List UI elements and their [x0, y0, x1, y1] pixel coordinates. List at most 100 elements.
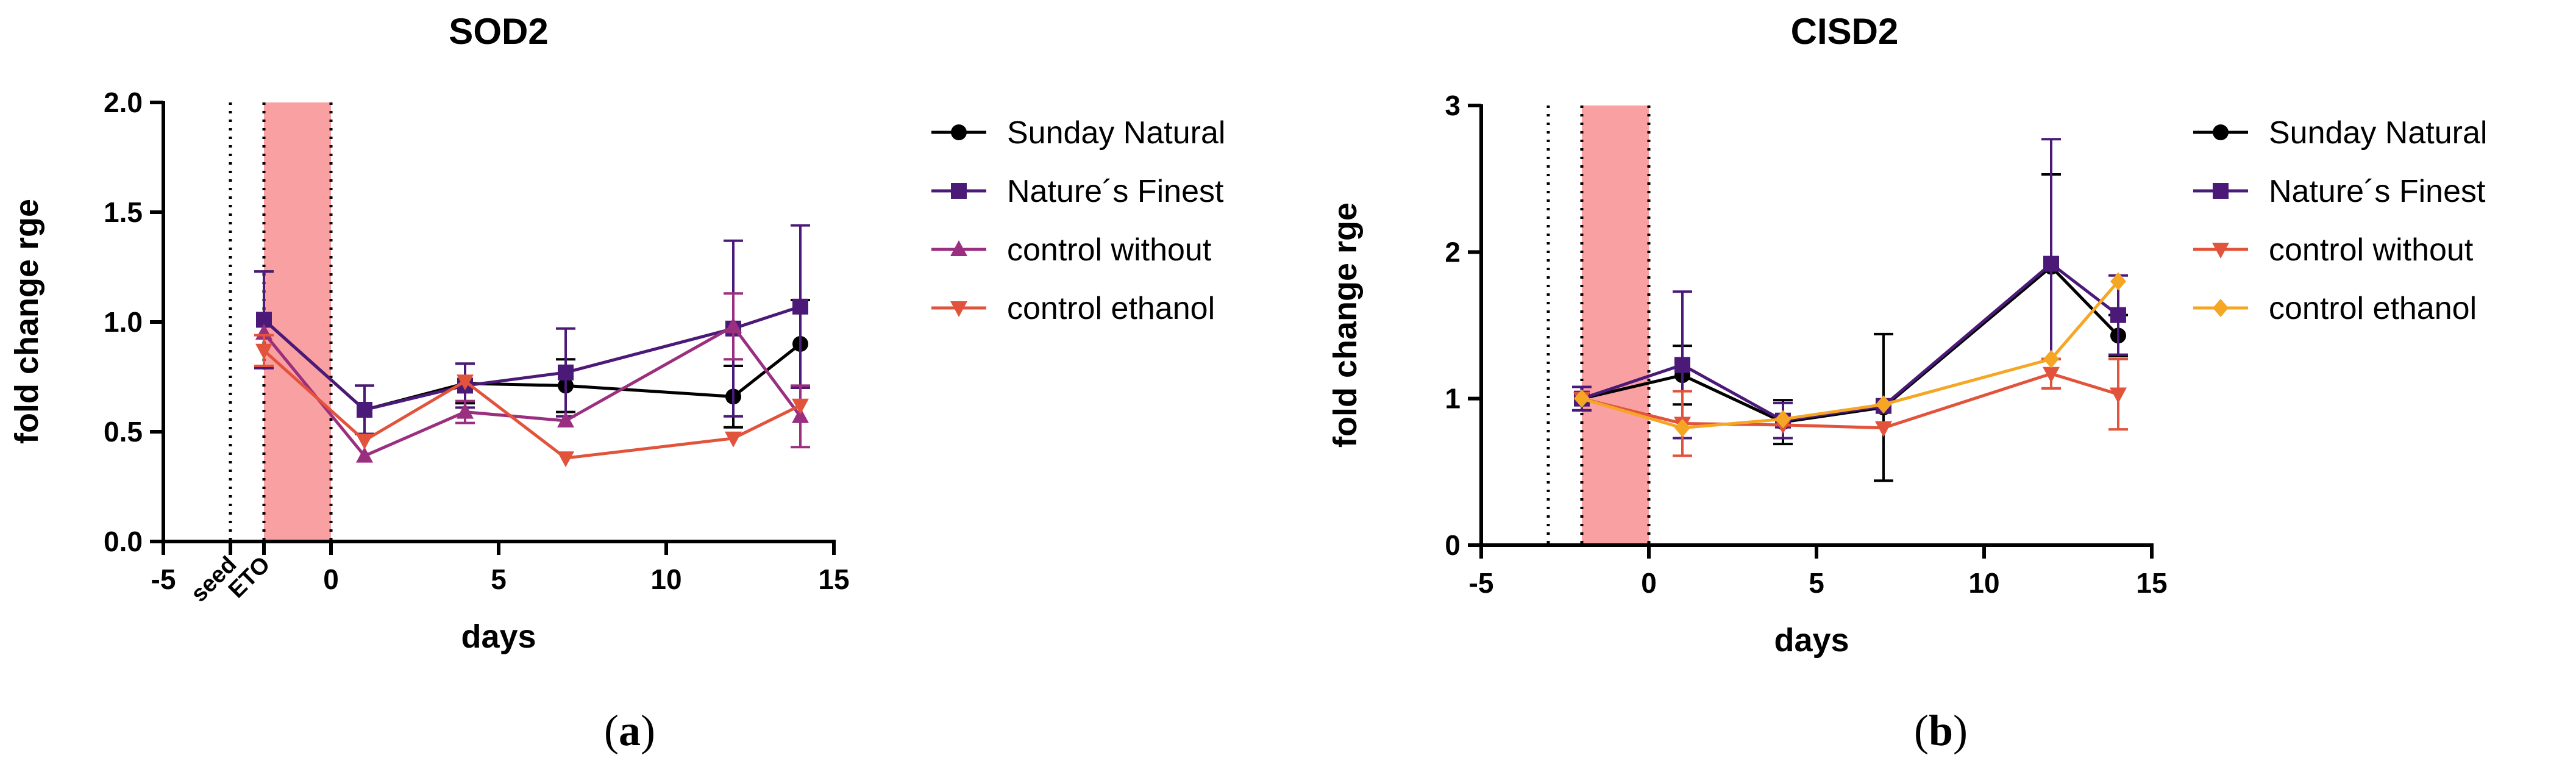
series-b-sunday-natural: [1572, 173, 2128, 482]
legend-marker: [2213, 299, 2229, 317]
data-point: [792, 407, 809, 423]
data-point: [1775, 410, 1791, 429]
data-point: [1674, 418, 1690, 437]
x-tick-label-b-3: 10: [1968, 567, 1999, 599]
y-tick-label-a-3: 1.5: [104, 196, 143, 228]
legend-item-b-0: Sunday Natural: [2193, 115, 2487, 151]
chart-title-b: CISD2: [1791, 11, 1899, 52]
data-point: [725, 317, 742, 334]
legend-marker: [2213, 124, 2229, 140]
legend-label: control ethanol: [1007, 291, 1215, 326]
legend-marker: [950, 301, 967, 317]
data-point: [1876, 395, 1891, 414]
data-point: [558, 364, 574, 381]
data-point: [2110, 387, 2127, 404]
data-point: [1674, 357, 1690, 373]
x-tick-label-b-2: 5: [1809, 567, 1824, 599]
legend-label: Sunday Natural: [1007, 115, 1225, 151]
y-tick-label-a-1: 0.5: [104, 416, 143, 448]
data-point: [356, 446, 373, 463]
legend-item-b-2: control without: [2193, 232, 2474, 268]
chart-title-a: SOD2: [449, 11, 548, 52]
legend-marker: [2212, 243, 2229, 259]
series-line: [1581, 264, 2119, 424]
data-point: [792, 398, 809, 415]
series-b-control-ethanol: [1574, 272, 2126, 437]
legend-marker: [951, 183, 967, 199]
legend-item-a-0: Sunday Natural: [931, 115, 1225, 151]
x-tick-label-a-0: -5: [151, 563, 176, 595]
data-point: [357, 402, 372, 418]
x-tick-label-a-3: 10: [650, 563, 681, 595]
x-axis-label-a: days: [461, 618, 536, 655]
data-point: [725, 431, 742, 448]
x-axis-label-b: days: [1774, 622, 1849, 659]
x-tick-label-a-2: 5: [491, 563, 507, 595]
series-line: [1581, 280, 2119, 430]
legend-label: Nature´s Finest: [2269, 174, 2486, 209]
series-line: [263, 324, 802, 458]
x-tick-label-a-4: 15: [818, 563, 849, 595]
panel-label-b-letter: b: [1929, 706, 1953, 755]
series-a-sunday-natural: [254, 270, 810, 435]
data-point: [2110, 272, 2126, 291]
legend-label: control without: [2269, 232, 2474, 268]
series-a-control-ethanol: [254, 334, 809, 468]
data-point: [557, 451, 574, 468]
legend-marker: [950, 240, 967, 256]
panel-label-a-letter: a: [619, 706, 641, 755]
series-line: [263, 305, 801, 412]
legend-item-a-2: control without: [931, 232, 1212, 268]
x-tick-label-a-1: 0: [323, 563, 339, 595]
shaded-treatment-region-b: [1582, 105, 1649, 545]
legend-label: Sunday Natural: [2269, 115, 2487, 151]
shaded-treatment-region-a: [264, 102, 331, 541]
series-line: [1581, 262, 2119, 423]
data-point: [557, 412, 574, 427]
data-point: [2043, 366, 2060, 383]
data-point: [2110, 307, 2126, 323]
data-point: [255, 343, 272, 360]
panel-label-a: (a): [604, 706, 655, 755]
legend-label: control ethanol: [2269, 291, 2477, 326]
data-point: [1875, 421, 1892, 437]
legend-marker: [2213, 183, 2229, 199]
x-tick-label-b-4: 15: [2136, 567, 2167, 599]
legend-item-b-1: Nature´s Finest: [2193, 174, 2486, 209]
series-b-nature-s-finest: [1572, 138, 2128, 440]
y-tick-label-b-1: 1: [1445, 383, 1461, 415]
y-tick-label-a-0: 0.0: [104, 526, 143, 557]
y-axis-label-a: fold change rge: [9, 199, 45, 444]
legend-item-a-1: Nature´s Finest: [931, 174, 1224, 209]
legend-a: Sunday Natural Nature´s Finest control wit…: [931, 115, 1225, 326]
series-line: [263, 349, 802, 460]
y-tick-label-a-2: 1.0: [104, 306, 143, 338]
data-point: [1574, 389, 1590, 408]
legend-label: Nature´s Finest: [1007, 174, 1224, 209]
data-point: [457, 402, 474, 419]
data-point: [792, 298, 808, 315]
legend-item-a-3: control ethanol: [931, 291, 1215, 326]
legend-b: Sunday Natural Nature´s Finest control wit…: [2193, 115, 2487, 326]
y-tick-label-b-0: 0: [1445, 529, 1461, 561]
data-point: [2043, 349, 2059, 368]
x-extra-label-ETO: ETO: [224, 552, 275, 603]
series-line: [1581, 372, 2119, 430]
y-tick-label-b-2: 2: [1445, 236, 1461, 268]
data-point: [2043, 256, 2059, 272]
legend-item-b-3: control ethanol: [2193, 291, 2477, 326]
legend-label: control without: [1007, 232, 1212, 268]
legend-marker: [951, 124, 967, 140]
x-tick-label-b-1: 0: [1641, 567, 1657, 599]
data-point: [457, 374, 474, 391]
y-tick-label-b-3: 3: [1445, 90, 1461, 121]
y-tick-label-a-4: 2.0: [104, 87, 143, 118]
y-axis-label-b: fold change rge: [1327, 202, 1364, 448]
panel-label-b: (b): [1914, 706, 1968, 755]
data-point: [356, 434, 373, 450]
